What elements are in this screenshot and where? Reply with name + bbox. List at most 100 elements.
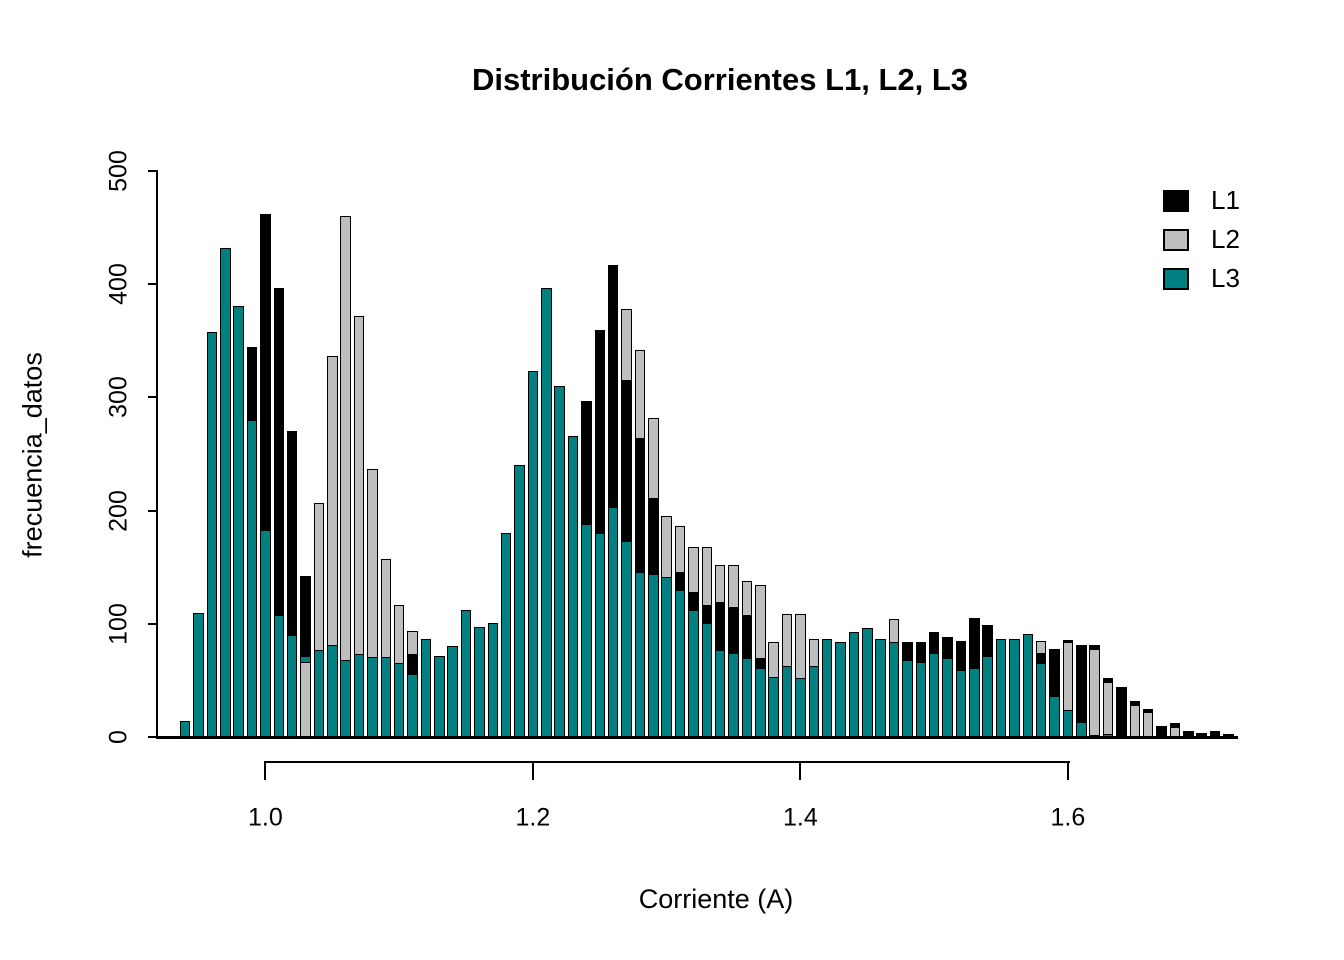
bar-L3-1.51 [942,657,953,737]
bar-L3-1.21 [541,287,552,737]
x-tick-label-1.6: 1.6 [1050,803,1086,832]
bar-L3-1.18 [500,533,512,737]
bar-L3-1.43 [835,641,846,737]
bar-L3-1.60 [1062,709,1074,737]
bar-L3-1.54 [982,655,993,737]
x-tick-label-1: 1.0 [248,803,283,832]
bar-L2-1.06 [340,216,351,737]
chart-title: Distribución Corrientes L1, L2, L3 [471,62,969,97]
bar-L3-0.98 [233,305,244,737]
bar-L3-1.61 [1076,722,1087,737]
bar-L3-1.28 [634,571,646,737]
legend-swatch-l3-icon [1163,267,1189,290]
legend-label-l3: L3 [1211,263,1240,293]
x-axis-title: Corriente (A) [638,884,794,914]
bar-L3-1.08 [367,656,378,737]
legend-swatch-l2-icon [1163,228,1189,251]
bar-L3-1.12 [420,638,432,737]
bar-L3-1.29 [648,574,659,737]
bar-L3-1.04 [313,649,325,737]
bar-L3-0.97 [220,248,231,737]
y-axis-line [156,170,158,738]
bar-L2-1.62 [1089,648,1100,737]
bar-L3-1.14 [447,646,458,737]
bar-L3-1.44 [848,631,860,737]
bar-L1-1.64 [1116,687,1127,737]
bar-L3-1.31 [674,589,686,737]
x-tick-label-1.4: 1.4 [783,803,818,832]
bar-L3-1.38 [768,677,779,737]
bar-L2-1.65 [1129,705,1141,737]
bar-L3-1.34 [714,649,726,737]
bar-L3-1.33 [701,622,713,737]
y-tick-label-300: 300 [104,376,133,419]
bar-L3-1.50 [928,653,940,737]
bar-L3-0.94 [179,721,191,737]
bar-L3-1.16 [474,627,485,737]
bar-L3-1.00 [260,529,271,737]
bar-L3-1.09 [380,656,392,737]
bar-L3-1.37 [755,667,766,737]
bar-L3-0.96 [206,331,218,737]
bar-L3-1.13 [434,655,445,737]
y-tick-300 [148,396,157,399]
legend-item-l3: L3 [1163,259,1240,298]
x-tick-1 [264,762,267,780]
bar-L3-1.59 [1049,696,1060,737]
legend-item-l1: L1 [1163,181,1240,220]
bar-L3-1.36 [741,657,753,737]
bar-L3-1.06 [340,660,351,737]
bar-L2-1.03 [300,662,311,737]
legend-item-l2: L2 [1163,220,1240,259]
x-tick-label-1.2: 1.2 [515,803,551,832]
bar-L3-1.46 [875,638,886,737]
y-tick-label-0: 0 [104,730,133,744]
bar-L3-1.58 [1035,663,1047,737]
legend-label-l2: L2 [1211,224,1240,254]
bar-L3-1.17 [487,622,499,737]
bar-L3-1.27 [621,541,632,737]
bar-L3-1.01 [273,614,285,737]
bar-L3-1.07 [353,654,365,737]
bar-L3-1.41 [808,665,820,737]
bar-L3-0.99 [246,420,258,737]
bar-L3-1.05 [327,645,338,737]
bar-L3-1.52 [955,670,967,737]
y-axis-title: frecuencia_datos [17,352,48,558]
bar-L3-1.20 [527,371,539,737]
bar-L3-1.10 [393,663,405,737]
y-tick-100 [148,622,157,625]
bar-L3-1.23 [567,435,579,737]
bar-L3-1.49 [915,662,927,737]
legend: L1 L2 L3 [1163,181,1240,298]
y-tick-500 [148,170,157,172]
bar-L3-1.22 [554,386,565,737]
bar-L3-1.42 [821,638,833,737]
y-tick-0 [148,736,157,738]
bar-L3-1.40 [795,678,806,737]
legend-label-l1: L1 [1211,185,1240,215]
y-tick-label-200: 200 [104,489,133,532]
bar-L3-1.02 [286,635,298,737]
bar-L3-1.53 [969,667,980,737]
bar-L3-1.47 [888,641,900,737]
bar-L3-1.56 [1009,638,1020,737]
y-tick-400 [148,283,157,286]
bar-L3-1.55 [995,638,1007,737]
bar-L2-1.66 [1142,712,1154,737]
y-tick-label-400: 400 [104,263,133,306]
bar-L3-1.39 [781,665,793,737]
x-axis-line [264,761,1070,763]
bar-L2-1.63 [1102,681,1114,737]
y-tick-label-100: 100 [104,602,133,645]
bar-L3-1.19 [514,465,525,737]
bar-L3-1.25 [594,533,606,737]
x-tick-1.6 [1066,762,1069,780]
bar-L3-0.95 [193,612,204,737]
bar-L3-1.32 [688,610,699,737]
bar-L3-1.26 [607,507,619,737]
x-tick-1.4 [799,762,802,780]
bar-L3-1.24 [581,524,592,737]
bar-L3-1.57 [1022,634,1034,737]
